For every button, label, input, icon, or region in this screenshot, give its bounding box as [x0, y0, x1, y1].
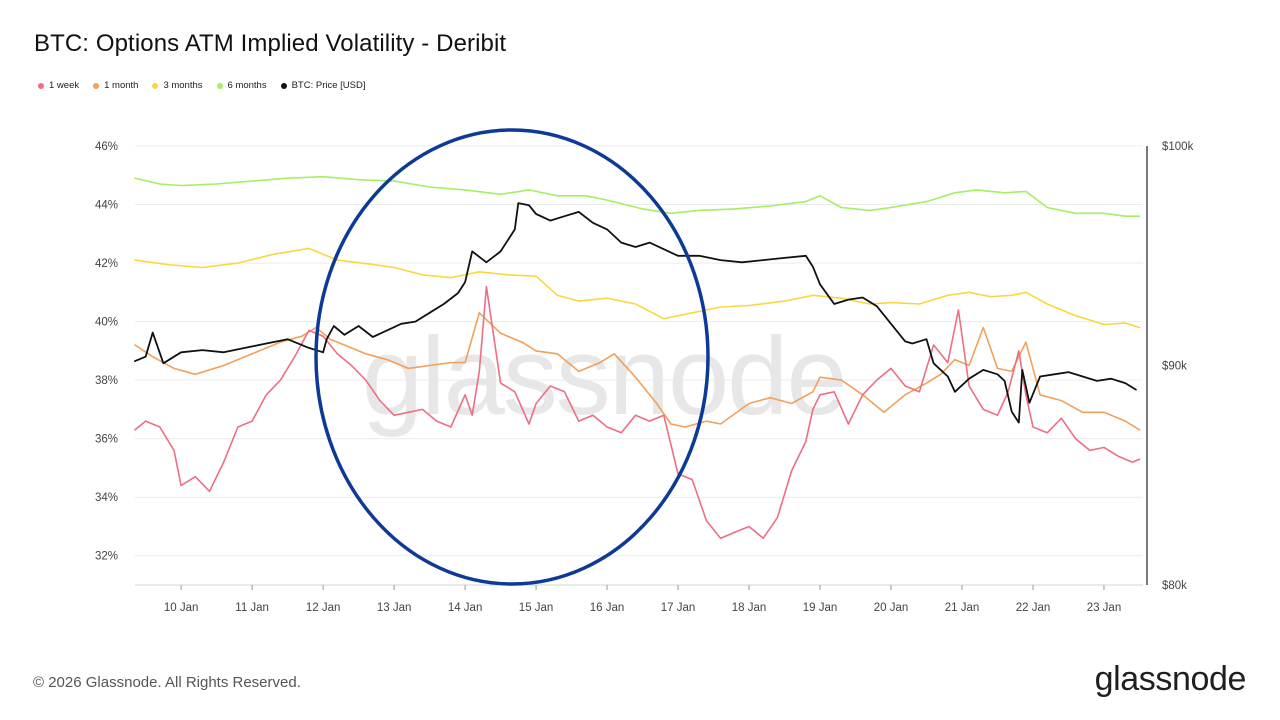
y-right-tick-label: $90k: [1162, 361, 1187, 373]
x-tick-label: 23 Jan: [1087, 602, 1122, 614]
x-tick-label: 10 Jan: [164, 602, 199, 614]
y-left-tick-label: 34%: [95, 492, 118, 504]
highlight-ellipse: [314, 128, 710, 586]
legend-item-3-months[interactable]: 3 months: [152, 80, 203, 91]
x-tick-label: 12 Jan: [306, 602, 341, 614]
y-left-tick-label: 44%: [95, 200, 118, 212]
x-tick-label: 18 Jan: [732, 602, 767, 614]
legend: 1 week 1 month 3 months 6 months BTC: Pr…: [38, 80, 366, 91]
y-right-tick-label: $80k: [1162, 580, 1187, 592]
series-line-6-months[interactable]: [134, 175, 1141, 217]
y-left-tick-label: 36%: [95, 434, 118, 446]
legend-label-1-week: 1 week: [49, 80, 80, 91]
legend-label-3-months: 3 months: [163, 80, 203, 91]
series-line-1-week[interactable]: [134, 285, 1141, 540]
y-left-tick-label: 42%: [95, 258, 118, 270]
series-line-btc-price-usd[interactable]: [134, 202, 1137, 424]
legend-dot-6-months: [216, 82, 223, 89]
copyright-footer: © 2026 Glassnode. All Rights Reserved.: [33, 674, 301, 691]
legend-dot-btc-price: [280, 82, 287, 89]
glassnode-logo: glassnode: [1094, 660, 1247, 698]
x-tick-label: 20 Jan: [874, 602, 909, 614]
chart-title: BTC: Options ATM Implied Volatility - De…: [34, 30, 507, 57]
y-right-tick-label: $100k: [1162, 141, 1194, 153]
series-lines: [134, 175, 1141, 540]
x-tick-label: 17 Jan: [661, 602, 696, 614]
y-left-tick-label: 46%: [95, 141, 118, 153]
y-left-tick-label: 40%: [95, 317, 118, 329]
watermark-logo: glassnode: [362, 315, 846, 438]
x-tick-label: 21 Jan: [945, 602, 980, 614]
legend-item-btc-price[interactable]: BTC: Price [USD]: [280, 80, 366, 91]
legend-dot-1-month: [93, 82, 100, 89]
x-tick-label: 22 Jan: [1016, 602, 1051, 614]
legend-label-btc-price: BTC: Price [USD]: [291, 80, 366, 91]
legend-item-6-months[interactable]: 6 months: [216, 80, 267, 91]
x-tick-label: 14 Jan: [448, 602, 483, 614]
x-tick-label: 15 Jan: [519, 602, 554, 614]
x-tick-label: 13 Jan: [377, 602, 412, 614]
series-line-3-months[interactable]: [134, 247, 1141, 329]
gridlines: [135, 145, 1143, 557]
y-left-tick-label: 32%: [95, 551, 118, 563]
x-tick-label: 19 Jan: [803, 602, 838, 614]
x-tick-label: 11 Jan: [235, 602, 269, 614]
x-tick-label: 16 Jan: [590, 602, 625, 614]
legend-label-6-months: 6 months: [227, 80, 267, 91]
axes: 32% 34% 36% 38% 40% 42% 44% 46% $80k $90k $100k 10 …: [95, 141, 1194, 614]
legend-item-1-week[interactable]: 1 week: [38, 80, 79, 91]
legend-dot-1-week: [38, 82, 44, 89]
y-left-tick-label: 38%: [95, 375, 118, 387]
legend-item-1-month[interactable]: 1 month: [93, 80, 138, 91]
legend-dot-3-months: [152, 82, 159, 89]
legend-label-1-month: 1 month: [104, 80, 139, 91]
